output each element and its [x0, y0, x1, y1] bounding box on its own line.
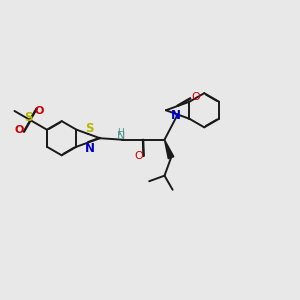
Text: S: S — [85, 122, 94, 135]
Text: O: O — [191, 92, 200, 102]
Text: H: H — [117, 128, 124, 137]
Text: O: O — [15, 125, 24, 135]
Text: N: N — [116, 131, 125, 141]
Polygon shape — [164, 140, 174, 159]
Text: O: O — [34, 106, 44, 116]
Text: S: S — [24, 111, 32, 124]
Text: N: N — [85, 142, 95, 155]
Text: O: O — [134, 151, 143, 161]
Text: N: N — [171, 110, 181, 122]
